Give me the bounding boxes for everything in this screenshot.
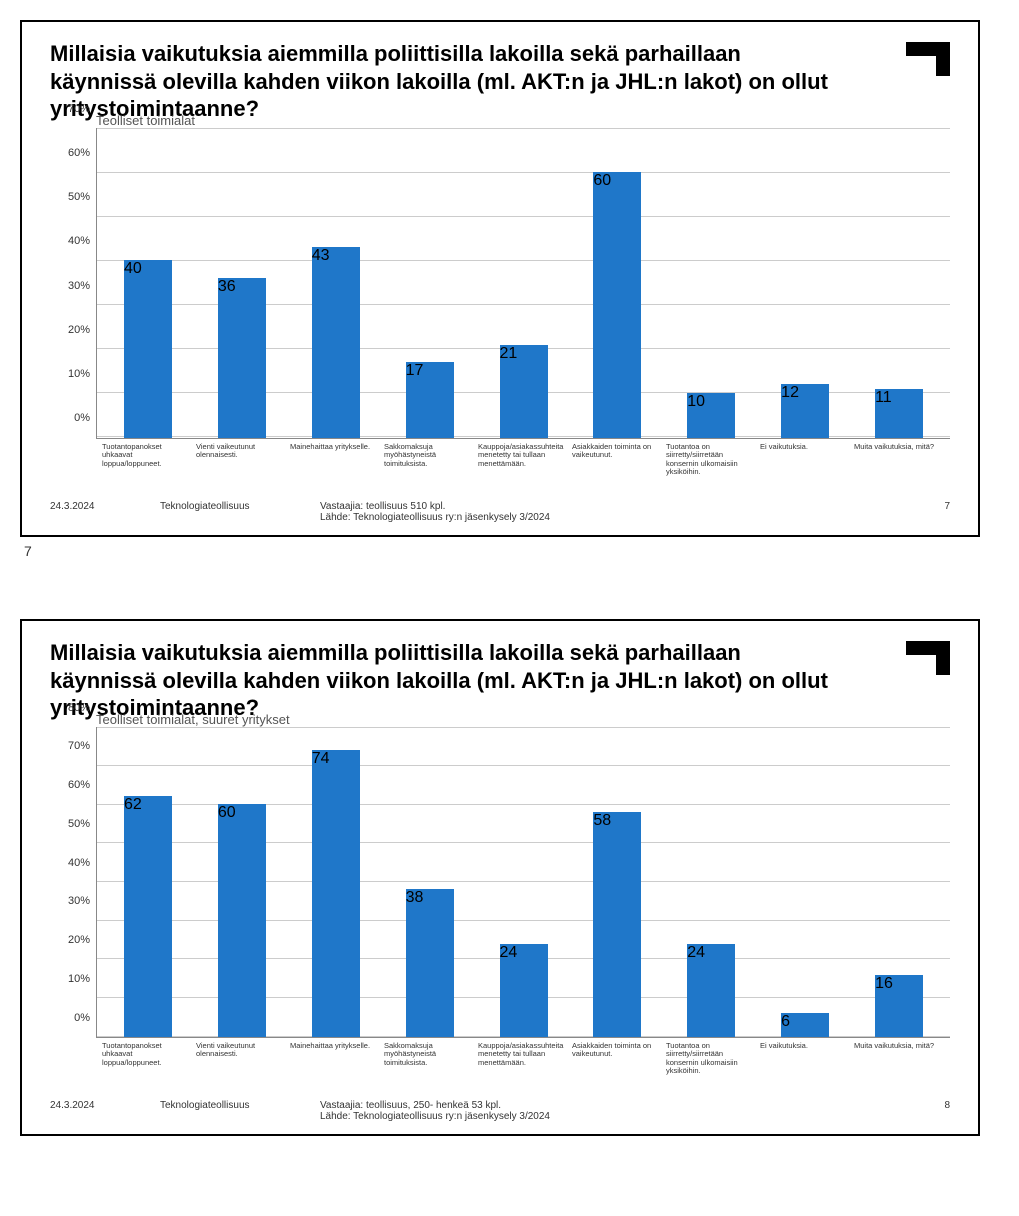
bar-slot: 21 — [477, 128, 571, 438]
bar: 24 — [687, 944, 735, 1037]
bar-slot: 6 — [758, 727, 852, 1037]
bar-slot: 36 — [195, 128, 289, 438]
slide-wrap: Millaisia vaikutuksia aiemmilla poliitti… — [20, 20, 999, 559]
slide: Millaisia vaikutuksia aiemmilla poliitti… — [20, 20, 980, 537]
bar-slot: 16 — [852, 727, 946, 1037]
y-axis: 0%10%20%30%40%50%60%70% — [50, 109, 96, 419]
x-label: Tuotantoa on siirretty/siirretään konser… — [664, 443, 758, 478]
bar: 60 — [593, 172, 641, 438]
bar: 58 — [593, 812, 641, 1037]
corner-mark-icon — [906, 641, 950, 685]
footer-source: Lähde: Teknologiateollisuus ry:n jäsenky… — [320, 512, 890, 523]
bar: 12 — [781, 384, 829, 437]
bar-slot: 60 — [570, 128, 664, 438]
footer-org: Teknologiateollisuus — [160, 501, 280, 512]
footer-date: 24.3.2024 — [50, 501, 120, 512]
bar: 17 — [406, 362, 454, 437]
bar: 62 — [124, 796, 172, 1036]
bar: 43 — [312, 247, 360, 437]
chart-subtitle: Teolliset toimialat, suuret yritykset — [96, 712, 950, 727]
bar-slot: 62 — [101, 727, 195, 1037]
outer-page-number: 7 — [24, 543, 999, 559]
footer-meta: Vastaajia: teollisuus, 250- henkeä 53 kp… — [320, 1100, 890, 1122]
x-label: Vienti vaikeutunut olennaisesti. — [194, 443, 288, 478]
bar-slot: 38 — [383, 727, 477, 1037]
chart-body: Teolliset toimialat 40 36 43 17 21 60 10 12 11 Tuo… — [96, 109, 950, 478]
slide: Millaisia vaikutuksia aiemmilla poliitti… — [20, 619, 980, 1136]
x-label: Mainehaittaa yritykselle. — [288, 1042, 382, 1077]
y-axis: 0%10%20%30%40%50%60%70%80% — [50, 708, 96, 1018]
bar-slot: 40 — [101, 128, 195, 438]
bar: 21 — [500, 345, 548, 438]
x-label: Muita vaikutuksia, mitä? — [852, 1042, 946, 1077]
x-label: Ei vaikutuksia. — [758, 443, 852, 478]
bar-slot: 12 — [758, 128, 852, 438]
x-label: Muita vaikutuksia, mitä? — [852, 443, 946, 478]
chart-area: 0%10%20%30%40%50%60%70%Teolliset toimial… — [50, 109, 950, 478]
bars-container: 40 36 43 17 21 60 10 12 11 — [97, 128, 950, 438]
bar-slot: 74 — [289, 727, 383, 1037]
bar: 38 — [406, 889, 454, 1036]
corner-mark-icon — [906, 42, 950, 86]
footer-page-number: 7 — [930, 501, 950, 512]
chart-body: Teolliset toimialat, suuret yritykset626… — [96, 708, 950, 1077]
bar-slot: 24 — [477, 727, 571, 1037]
x-label: Kauppoja/asiakassuhteita menetetty tai t… — [476, 1042, 570, 1077]
bar: 16 — [875, 975, 923, 1037]
x-label: Kauppoja/asiakassuhteita menetetty tai t… — [476, 443, 570, 478]
footer-date: 24.3.2024 — [50, 1100, 120, 1111]
x-label: Tuotantopanokset uhkaavat loppua/loppune… — [100, 1042, 194, 1077]
bar: 6 — [781, 1013, 829, 1036]
footer-source: Lähde: Teknologiateollisuus ry:n jäsenky… — [320, 1111, 890, 1122]
slide-footer: 24.3.2024 Teknologiateollisuus Vastaajia: … — [50, 1100, 950, 1122]
bar-slot: 10 — [664, 128, 758, 438]
plot-area: 40 36 43 17 21 60 10 12 11 — [96, 128, 950, 439]
footer-page-number: 8 — [930, 1100, 950, 1111]
slide-wrap: Millaisia vaikutuksia aiemmilla poliitti… — [20, 619, 999, 1136]
bar-slot: 17 — [383, 128, 477, 438]
footer-respondents: Vastaajia: teollisuus, 250- henkeä 53 kp… — [320, 1100, 890, 1111]
x-label: Ei vaikutuksia. — [758, 1042, 852, 1077]
x-label: Mainehaittaa yritykselle. — [288, 443, 382, 478]
footer-meta: Vastaajia: teollisuus 510 kpl.Lähde: Tek… — [320, 501, 890, 523]
footer-respondents: Vastaajia: teollisuus 510 kpl. — [320, 501, 890, 512]
x-axis-labels: Tuotantopanokset uhkaavat loppua/loppune… — [96, 439, 950, 478]
x-label: Sakkomaksuja myöhästyneistä toimituksist… — [382, 1042, 476, 1077]
chart-area: 0%10%20%30%40%50%60%70%80%Teolliset toim… — [50, 708, 950, 1077]
bar-slot: 11 — [852, 128, 946, 438]
bar: 24 — [500, 944, 548, 1037]
bar-slot: 43 — [289, 128, 383, 438]
x-label: Asiakkaiden toiminta on vaikeutunut. — [570, 443, 664, 478]
x-label: Sakkomaksuja myöhästyneistä toimituksist… — [382, 443, 476, 478]
footer-org: Teknologiateollisuus — [160, 1100, 280, 1111]
bar-slot: 58 — [570, 727, 664, 1037]
x-axis-labels: Tuotantopanokset uhkaavat loppua/loppune… — [96, 1038, 950, 1077]
bars-container: 626074 38 24 58 24 6 16 — [97, 727, 950, 1037]
x-label: Tuotantoa on siirretty/siirretään konser… — [664, 1042, 758, 1077]
bar: 11 — [875, 389, 923, 438]
x-label: Asiakkaiden toiminta on vaikeutunut. — [570, 1042, 664, 1077]
bar: 10 — [687, 393, 735, 437]
bar-slot: 60 — [195, 727, 289, 1037]
bar-slot: 24 — [664, 727, 758, 1037]
plot-area: 626074 38 24 58 24 6 16 — [96, 727, 950, 1038]
bar: 36 — [218, 278, 266, 437]
bar: 60 — [218, 804, 266, 1037]
x-label: Vienti vaikeutunut olennaisesti. — [194, 1042, 288, 1077]
bar: 74 — [312, 750, 360, 1037]
slide-footer: 24.3.2024 Teknologiateollisuus Vastaajia: … — [50, 501, 950, 523]
x-label: Tuotantopanokset uhkaavat loppua/loppune… — [100, 443, 194, 478]
bar: 40 — [124, 260, 172, 437]
chart-subtitle: Teolliset toimialat — [96, 113, 950, 128]
